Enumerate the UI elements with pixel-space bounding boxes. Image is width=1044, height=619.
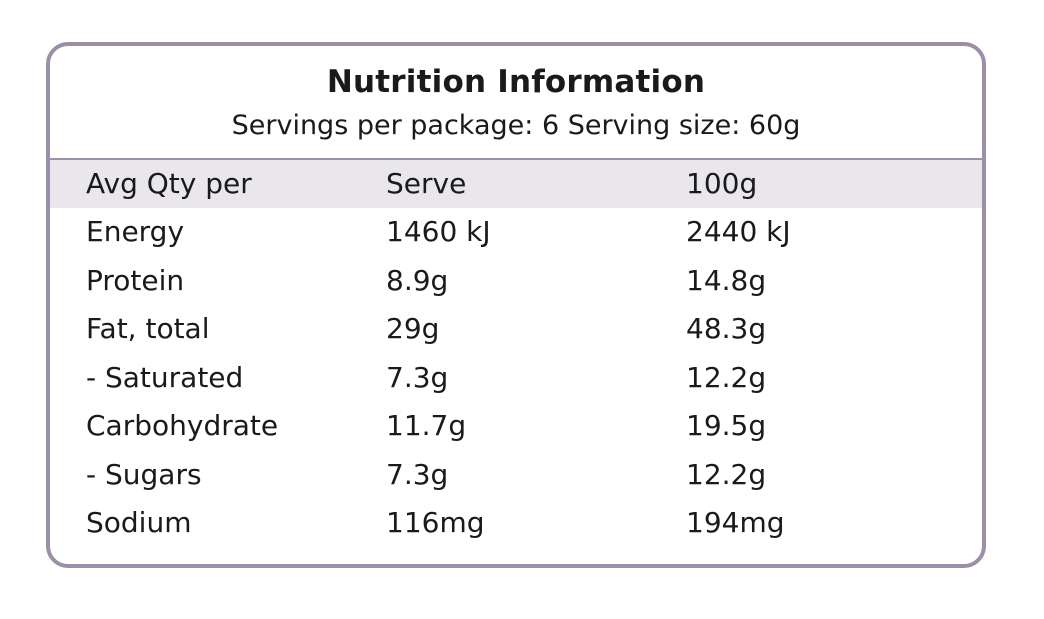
nutrition-panel: Nutrition Information Servings per packa… xyxy=(46,42,986,568)
column-header-label: Avg Qty per xyxy=(86,167,252,200)
row-serve-value: 7.3g xyxy=(386,457,449,491)
table-row-saturated: - Saturated 7.3g 12.2g xyxy=(50,354,982,403)
column-header-serve: Serve xyxy=(386,167,467,200)
row-serve-value: 11.7g xyxy=(386,409,467,442)
table-row-sugars: - Sugars 7.3g 12.2g xyxy=(50,451,982,500)
table-row-carbohydrate: Carbohydrate 11.7g 19.5g xyxy=(50,402,982,451)
panel-subtitle: Servings per package: 6 Serving size: 60… xyxy=(231,110,801,141)
row-100g-value: 48.3g xyxy=(686,312,767,345)
row-label: Fat, total xyxy=(86,312,210,345)
row-100g-value: 19.5g xyxy=(686,409,767,442)
row-label: - Sugars xyxy=(86,457,202,491)
table-header-row: Avg Qty per Serve 100g xyxy=(50,160,982,208)
row-100g-value: 194mg xyxy=(686,506,785,539)
panel-header: Nutrition Information Servings per packa… xyxy=(50,46,982,160)
row-100g-value: 12.2g xyxy=(686,360,767,394)
table-row-protein: Protein 8.9g 14.8g xyxy=(50,257,982,306)
row-serve-value: 7.3g xyxy=(386,360,449,394)
row-label: Carbohydrate xyxy=(86,409,279,442)
row-label: Protein xyxy=(86,263,185,297)
table-row-sodium: Sodium 116mg 194mg xyxy=(50,499,982,548)
row-serve-value: 116mg xyxy=(386,506,485,539)
row-label: Energy xyxy=(86,215,185,248)
row-100g-value: 12.2g xyxy=(686,457,767,491)
row-serve-value: 29g xyxy=(386,312,440,345)
row-serve-value: 8.9g xyxy=(386,263,449,297)
row-label: - Saturated xyxy=(86,360,244,394)
table-row-energy: Energy 1460 kJ 2440 kJ xyxy=(50,208,982,257)
row-label: Sodium xyxy=(86,506,192,539)
row-serve-value: 1460 kJ xyxy=(386,215,491,248)
row-100g-value: 14.8g xyxy=(686,263,767,297)
row-100g-value: 2440 kJ xyxy=(686,215,791,248)
column-header-100g: 100g xyxy=(686,167,758,200)
table-row-fat-total: Fat, total 29g 48.3g xyxy=(50,305,982,354)
panel-title: Nutrition Information xyxy=(326,64,706,100)
